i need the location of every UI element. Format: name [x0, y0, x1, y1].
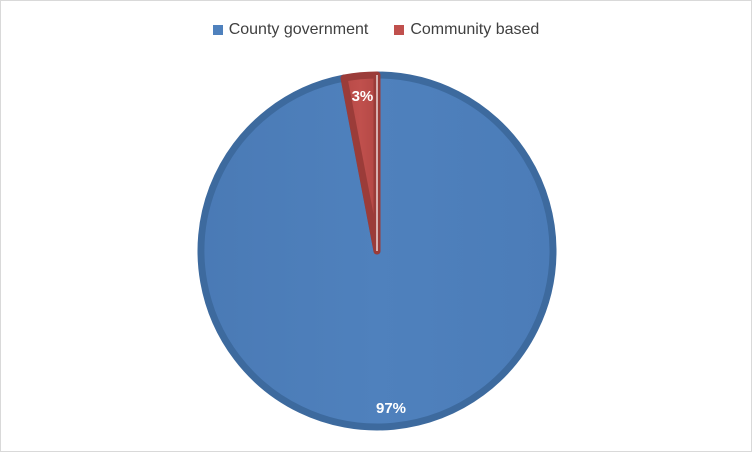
- data-label-community-based: 3%: [352, 88, 374, 105]
- legend-swatch-community-based: [394, 25, 405, 35]
- slice-county-government: [197, 71, 557, 431]
- legend-item-county-government: County government: [212, 21, 369, 39]
- legend-label-community-based: Community based: [410, 21, 540, 38]
- legend: County government Community based: [1, 21, 751, 39]
- data-label-county-government: 97%: [376, 400, 406, 417]
- legend-swatch-county-government: [212, 25, 223, 35]
- legend-item-community-based: Community based: [394, 21, 539, 39]
- legend-label-county-government: County government: [228, 21, 369, 38]
